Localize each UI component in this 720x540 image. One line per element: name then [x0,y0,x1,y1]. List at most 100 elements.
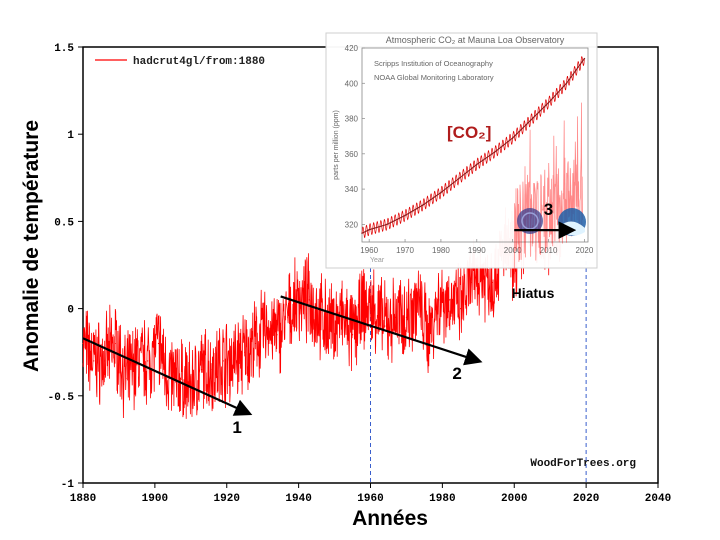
x-axis-label: Années [352,507,428,530]
hiatus-label: Hiatus [512,285,555,301]
inset-x-tick-label: 2010 [540,246,558,255]
temperature-point [405,316,408,318]
inset-x-tick-label: 1970 [396,246,414,255]
inset-subtitle-1: Scripps Institution of Oceanography [374,59,493,68]
temperature-point [470,281,472,284]
temperature-point [179,377,181,379]
co2-point [583,57,586,60]
y-axis-label-box: Anomalie de température [12,96,52,396]
temperature-point [211,369,213,371]
temperature-point [287,316,289,318]
x-tick-label: 2000 [501,493,527,505]
trend-arrow-2 [280,295,483,366]
temperature-point [481,273,483,275]
inset-x-tick-label: 1980 [432,246,450,255]
temperature-point [373,308,375,310]
co2-point [494,151,496,153]
inset-y-axis-label: parts per million (ppm) [333,110,340,180]
x-tick-label: 2020 [573,493,599,505]
inset-y-tick-label: 420 [345,44,359,53]
inset-y-tick-label: 320 [345,220,359,229]
temperature-point [254,342,257,345]
inset-x-tick-label: 2020 [576,246,594,255]
co2-trend-line [361,58,585,234]
temperature-point [384,325,386,327]
temperature-point [351,334,354,336]
annotations-layer: 1 2 3 Hiatus [82,200,577,437]
x-tick-label: 1880 [70,493,96,505]
inset-y-tick-label: 340 [345,185,359,194]
co2-series-label: [CO₂] [447,123,491,142]
co2-point [529,119,532,122]
co2-point [361,232,363,234]
temperature-point [276,334,278,336]
x-tick-label: 2040 [645,493,671,505]
co2-point [404,214,406,217]
inset-x-tick-label: 1960 [360,246,378,255]
temperature-point [244,351,246,353]
co2-point [458,177,460,180]
temperature-point [330,325,332,327]
temperature-point [82,342,84,345]
trend-arrow-label-3: 3 [544,200,553,219]
co2-inset-chart: Atmospheric CO₂ at Mauna Loa Observatory… [325,32,598,274]
inset-x-tick-label: 1990 [468,246,486,255]
source-label: WoodForTrees.org [530,458,636,470]
x-tick-label: 1920 [214,493,240,505]
temperature-point [222,360,224,362]
y-tick-label: -0.5 [48,392,75,404]
temperature-point [448,299,451,301]
inset-title: Atmospheric CO₂ at Mauna Loa Observatory [386,35,565,45]
y-tick-label: 1.5 [54,43,74,55]
temperature-point [308,299,311,301]
temperature-point [298,299,300,301]
co2-point [511,137,514,139]
y-tick-label: 0.5 [54,217,74,229]
inset-subtitle-2: NOAA Global Monitoring Laboratory [374,73,494,82]
temperature-point [114,342,116,345]
trend-arrow-label-2: 2 [452,364,461,383]
temperature-point [395,316,397,318]
co2-point [547,101,550,104]
temperature-point [438,299,440,301]
y-tick-label: 1 [67,130,74,142]
temperature-point [125,377,127,379]
trend-arrow-1 [82,337,253,416]
co2-point [368,228,370,231]
temperature-point [427,334,429,336]
scripps-logo-icon [517,208,543,234]
main-chart: 1880 1900 1920 1940 1960 1980 2000 2020 2040 1.5 1… [48,43,672,505]
co2-point [386,223,388,226]
temperature-point [362,308,364,310]
x-tick-label: 1940 [285,493,311,505]
inset-y-tick-label: 400 [345,79,359,88]
co2-point [476,163,478,166]
x-tick-label: 1960 [357,493,383,505]
temperature-point [103,360,106,362]
temperature-point [233,360,235,362]
inset-x-tick-label: 2000 [504,246,522,255]
temperature-point [319,316,321,318]
y-axis-label: Anomalie de température [20,119,43,373]
inset-y-tick-label: 360 [345,150,359,159]
temperature-point [200,369,203,371]
x-tick-label: 1980 [429,493,455,505]
x-tick-label: 1900 [142,493,168,505]
temperature-point [136,360,138,362]
temperature-point [147,360,149,362]
co2-point [440,191,442,194]
temperature-point [265,325,267,327]
co2-point [565,82,568,84]
inset-plot-frame [361,47,589,243]
inset-x-axis-label: Year [370,257,385,264]
y-tick-label: 0 [67,305,74,317]
trend-arrow-label-1: 1 [232,418,241,437]
temperature-point [157,342,160,345]
temperature-point [492,281,494,284]
legend-label: hadcrut4gl/from:1880 [133,56,265,68]
co2-point [422,204,424,206]
y-tick-label: -1 [61,479,75,491]
temperature-point [93,360,95,362]
temperature-point [416,299,418,301]
